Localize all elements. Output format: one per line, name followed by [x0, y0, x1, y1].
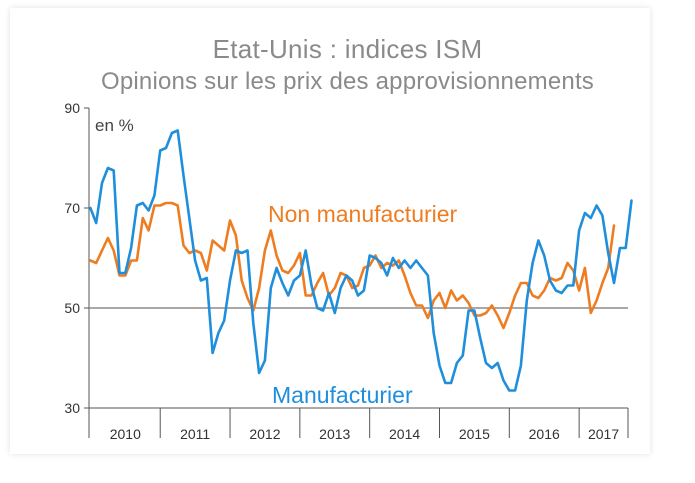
x-tick-label-2010: 2010	[110, 426, 141, 442]
y-tick-label-70: 70	[64, 200, 80, 216]
x-tick-label-2015: 2015	[459, 426, 490, 442]
y-tick-label-90: 90	[64, 100, 80, 116]
x-tick-label-2011: 2011	[180, 426, 210, 442]
y-tick-label-50: 50	[64, 300, 80, 316]
x-tick-label-2016: 2016	[529, 426, 560, 442]
x-tick-label-2013: 2013	[319, 426, 350, 442]
y-axis: 30 50 70 90	[64, 100, 90, 438]
x-tick-label-2017: 2017	[588, 426, 619, 442]
series-line-non-manufacturier	[89, 201, 616, 330]
annotation-non-manufacturier: Non manufacturier	[268, 201, 458, 227]
x-axis: 2010 2011 2012 2013 2014 2015 2016 2017	[89, 407, 629, 442]
x-tick-label-2014: 2014	[389, 426, 420, 442]
series-line-manufacturier	[89, 129, 633, 392]
y-tick-label-30: 30	[64, 400, 80, 416]
unit-label: en %	[95, 116, 134, 135]
chart-title: Etat-Unis : indices ISM	[212, 34, 483, 64]
chart-subtitle: Opinions sur les prix des approvisionnem…	[100, 68, 595, 95]
annotation-manufacturier: Manufacturier	[272, 382, 413, 408]
x-tick-label-2012: 2012	[249, 426, 280, 442]
series-lines	[89, 129, 633, 392]
